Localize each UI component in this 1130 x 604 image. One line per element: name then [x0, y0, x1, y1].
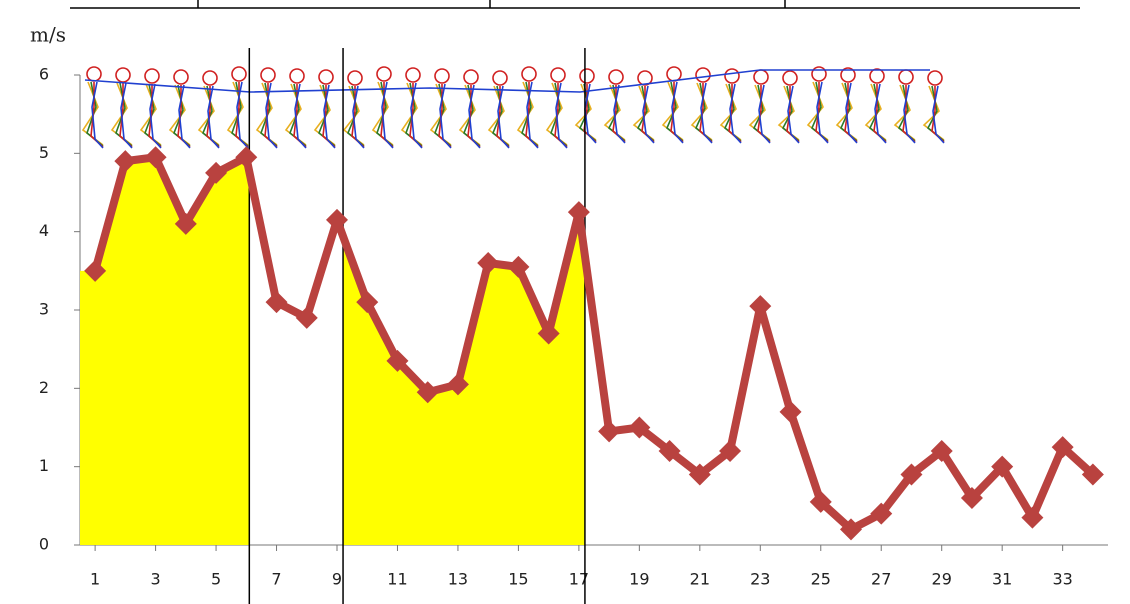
x-tick-label: 11: [387, 570, 407, 589]
marker: [780, 401, 802, 423]
figure-head: [493, 71, 507, 85]
y-tick-label: 4: [39, 221, 49, 240]
y-tick-label: 1: [39, 456, 49, 475]
x-tick-label: 9: [332, 570, 342, 589]
figure-head: [435, 69, 449, 83]
figure-head: [174, 70, 188, 84]
x-tick-label: 27: [871, 570, 891, 589]
figure-head: [116, 68, 130, 82]
x-tick-label: 13: [448, 570, 468, 589]
x-tick-label: 17: [569, 570, 589, 589]
y-axis-label: m/s: [30, 23, 66, 47]
figure-head: [580, 69, 594, 83]
x-tick-label: 31: [992, 570, 1012, 589]
x-tick-label: 15: [508, 570, 528, 589]
marker: [326, 209, 348, 231]
x-tick-label: 21: [690, 570, 710, 589]
figure-head: [87, 67, 101, 81]
x-tick-label: 33: [1052, 570, 1072, 589]
figure-head: [232, 67, 246, 81]
x-tick-label: 3: [150, 570, 160, 589]
figure-head: [464, 70, 478, 84]
figure-head: [812, 67, 826, 81]
figure-head: [696, 68, 710, 82]
figure-head: [261, 68, 275, 82]
y-tick-label: 5: [39, 143, 49, 162]
figure-head: [754, 70, 768, 84]
figure-head: [290, 69, 304, 83]
x-tick-label: 19: [629, 570, 649, 589]
x-tick-label: 23: [750, 570, 770, 589]
figure-head: [870, 69, 884, 83]
figure-head: [609, 70, 623, 84]
x-tick-label: 5: [211, 570, 221, 589]
figure-head: [725, 69, 739, 83]
y-tick-label: 2: [39, 378, 49, 397]
stick-figures: [83, 67, 944, 148]
figure-head: [377, 67, 391, 81]
x-tick-label: 29: [932, 570, 952, 589]
figure-head: [406, 68, 420, 82]
marker: [598, 420, 620, 442]
x-tick-label: 7: [271, 570, 281, 589]
figure-head: [667, 67, 681, 81]
x-tick-label: 25: [811, 570, 831, 589]
y-tick-label: 6: [39, 65, 49, 84]
figure-head: [203, 71, 217, 85]
figure-head: [899, 70, 913, 84]
figure-head: [551, 68, 565, 82]
figure-path: [85, 70, 930, 92]
figure-head: [522, 67, 536, 81]
figure-head: [928, 71, 942, 85]
table-rule: [70, 0, 1080, 8]
y-tick-label: 3: [39, 300, 49, 319]
chart: m/s 012345613579111315171921232527293133: [0, 0, 1130, 604]
figure-head: [783, 71, 797, 85]
x-tick-label: 1: [90, 570, 100, 589]
figure-head: [348, 71, 362, 85]
figure-head: [319, 70, 333, 84]
marker: [568, 201, 590, 223]
y-tick-label: 0: [39, 535, 49, 554]
marker: [749, 295, 771, 317]
figure-head: [145, 69, 159, 83]
